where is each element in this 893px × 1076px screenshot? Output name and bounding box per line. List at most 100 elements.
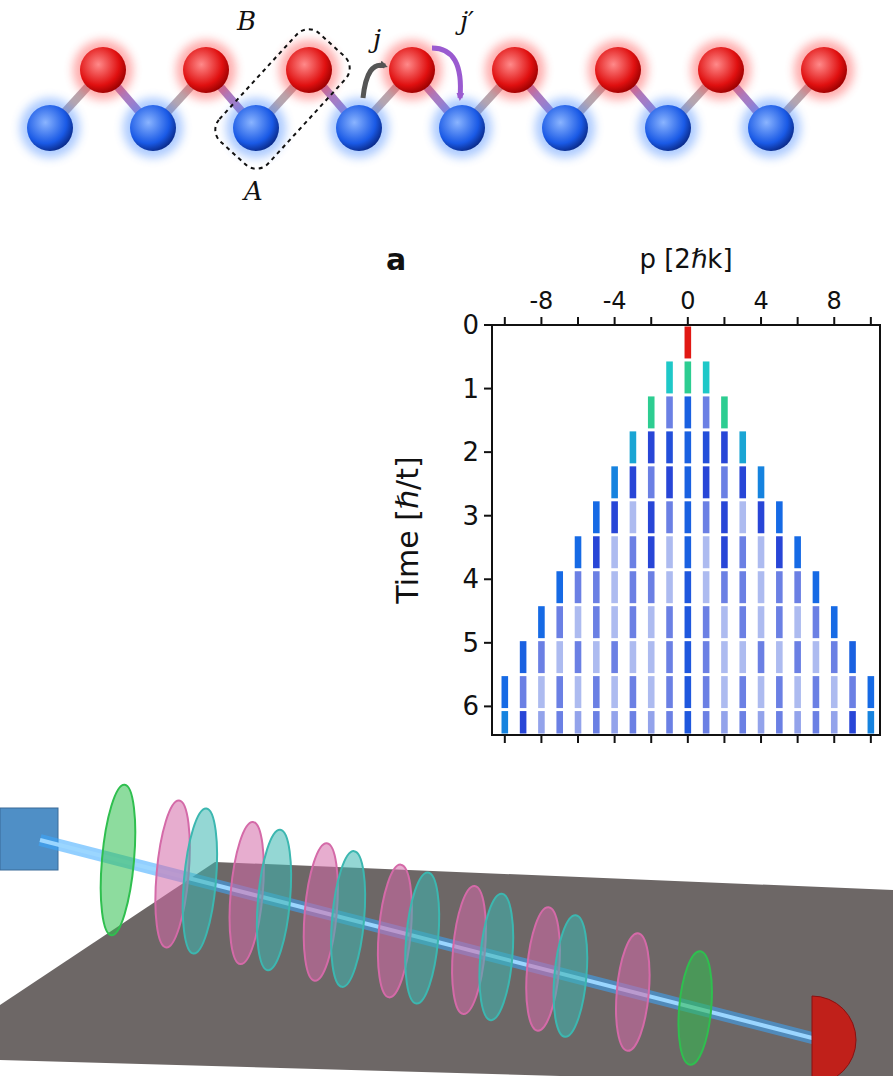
label-b: B (236, 6, 256, 36)
cell (849, 571, 856, 603)
cell (685, 711, 692, 733)
cell (666, 396, 673, 428)
cell (611, 327, 618, 359)
cell (575, 431, 582, 463)
y-tick-label: 6 (462, 691, 479, 721)
x-tick (687, 317, 689, 325)
x-minor-tick (797, 317, 799, 325)
cell (666, 431, 673, 463)
cell (831, 466, 838, 498)
cell (776, 536, 783, 568)
atom-glow (226, 98, 286, 158)
cell (502, 431, 509, 463)
cell (630, 606, 637, 638)
cell (648, 466, 655, 498)
cell (685, 676, 692, 708)
x-minor-tick (650, 735, 652, 743)
cell (502, 711, 509, 733)
cell (666, 466, 673, 498)
cell (611, 501, 618, 533)
cell (502, 466, 509, 498)
cell (556, 641, 563, 673)
y-axis-title: Time [ℏ/t] (390, 456, 425, 604)
x-minor-tick (577, 317, 579, 325)
cell (685, 466, 692, 498)
site-b (492, 47, 538, 93)
cell (868, 396, 875, 428)
cell (776, 606, 783, 638)
atom-glow (794, 40, 854, 100)
cells (502, 327, 875, 734)
x-tick (833, 735, 835, 743)
cell (776, 641, 783, 673)
cell (556, 501, 563, 533)
cell (813, 711, 820, 733)
cell (721, 641, 728, 673)
site-b (80, 47, 126, 93)
cell (593, 536, 600, 568)
cell (794, 676, 801, 708)
y-tick (484, 324, 492, 326)
cell (538, 641, 545, 673)
cell (520, 396, 527, 428)
cell (721, 606, 728, 638)
cell (630, 327, 637, 359)
cell (648, 396, 655, 428)
optic-disk (400, 871, 443, 1005)
cell (593, 606, 600, 638)
y-tick (484, 388, 492, 390)
cell (575, 676, 582, 708)
atom-glow (432, 98, 492, 158)
cell (502, 361, 509, 393)
cell (648, 606, 655, 638)
cell (611, 711, 618, 733)
cell (611, 396, 618, 428)
cell (758, 466, 765, 498)
cell (739, 327, 746, 359)
cell (538, 361, 545, 393)
cell (556, 361, 563, 393)
site-a (542, 105, 588, 151)
cell (758, 641, 765, 673)
cell (739, 536, 746, 568)
cell (648, 431, 655, 463)
cell (758, 711, 765, 733)
y-tick-label: 5 (462, 628, 479, 658)
cell (739, 466, 746, 498)
x-minor-tick (870, 317, 872, 325)
x-minor-tick (650, 317, 652, 325)
x-tick-label: -8 (529, 287, 553, 315)
cell (502, 501, 509, 533)
cell (739, 606, 746, 638)
cell (739, 396, 746, 428)
cell (813, 361, 820, 393)
cell (520, 501, 527, 533)
cell (794, 501, 801, 533)
cell (758, 536, 765, 568)
y-tick-label: 3 (462, 501, 479, 531)
cell (538, 501, 545, 533)
cell (721, 571, 728, 603)
site-b (183, 47, 229, 93)
cell (593, 676, 600, 708)
cell (630, 431, 637, 463)
optic-disk (178, 807, 223, 955)
atom-glow (638, 98, 698, 158)
cell (868, 431, 875, 463)
cell (502, 676, 509, 708)
site-a (336, 105, 382, 151)
cell (648, 501, 655, 533)
cell (868, 501, 875, 533)
cell (556, 536, 563, 568)
cell (739, 711, 746, 733)
cell (794, 606, 801, 638)
optic-disk (549, 914, 592, 1038)
x-minor-tick (870, 735, 872, 743)
cell (849, 396, 856, 428)
cell (685, 361, 692, 393)
cell (813, 606, 820, 638)
cell (721, 501, 728, 533)
cell (575, 536, 582, 568)
cell (721, 431, 728, 463)
cell (813, 431, 820, 463)
